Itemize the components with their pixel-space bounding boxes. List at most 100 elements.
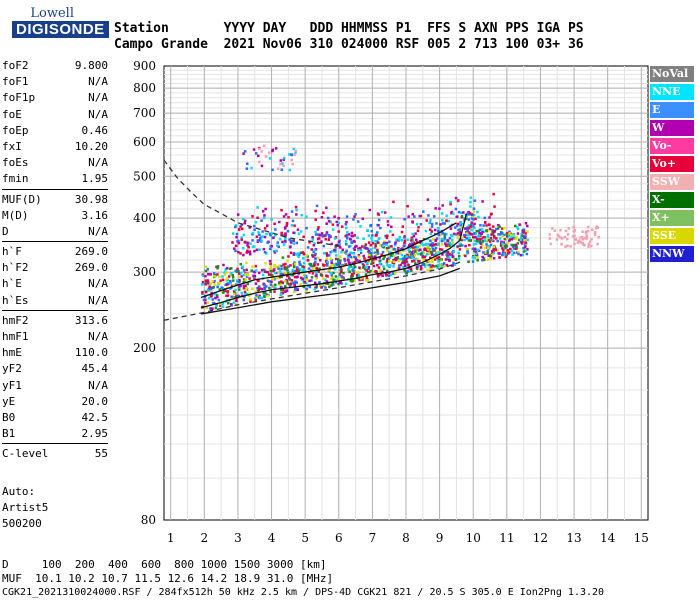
echo-point xyxy=(420,241,424,245)
echo-point xyxy=(414,246,417,249)
echo-point xyxy=(272,268,276,271)
echo-point xyxy=(206,279,210,282)
echo-point xyxy=(422,251,425,254)
echo-point xyxy=(397,246,400,250)
echo-point xyxy=(253,249,256,253)
echo-point xyxy=(486,250,489,253)
echo-point xyxy=(516,227,520,231)
echo-point xyxy=(278,270,282,273)
param-row: h`F2 269.0 xyxy=(2,260,108,276)
echo-point xyxy=(388,240,391,244)
echo-point xyxy=(281,291,284,295)
echo-point xyxy=(361,217,365,220)
echo-point xyxy=(497,233,500,236)
echo-point xyxy=(225,279,228,282)
echo-point xyxy=(298,253,301,256)
echo-point xyxy=(474,232,477,236)
param-name: MUF(D) xyxy=(2,192,42,206)
echo-point xyxy=(258,160,261,164)
echo-point xyxy=(243,219,247,223)
echo-point xyxy=(435,250,439,254)
echo-point xyxy=(209,286,213,289)
echo-point xyxy=(280,288,283,292)
echo-point xyxy=(288,283,291,286)
echo-point xyxy=(398,267,401,270)
echo-point xyxy=(298,260,301,264)
echo-point xyxy=(251,239,254,242)
echo-point xyxy=(327,269,331,272)
echo-point xyxy=(233,247,236,250)
echo-point xyxy=(339,268,343,272)
echo-point xyxy=(363,257,366,260)
echo-point xyxy=(213,275,216,278)
echo-point xyxy=(340,282,343,285)
echo-point xyxy=(270,218,273,221)
echo-point xyxy=(237,241,241,245)
echo-point xyxy=(204,283,207,286)
echo-point xyxy=(456,222,460,226)
param-row: foEs N/A xyxy=(2,155,108,171)
echo-point xyxy=(345,249,348,253)
echo-point xyxy=(213,273,217,277)
echo-point xyxy=(278,264,281,267)
echo-point xyxy=(299,283,302,286)
echo-point xyxy=(353,215,356,218)
param-separator xyxy=(2,241,108,243)
echo-point xyxy=(417,249,421,252)
echo-point xyxy=(241,265,244,269)
echo-point xyxy=(438,258,441,261)
echo-point xyxy=(365,276,369,280)
echo-point xyxy=(431,260,434,264)
echo-point xyxy=(472,243,476,246)
echo-point xyxy=(243,290,247,294)
echo-point xyxy=(436,226,440,230)
echo-point xyxy=(325,280,329,283)
echo-point xyxy=(377,218,381,222)
echo-point xyxy=(348,253,351,256)
echo-point xyxy=(454,196,458,200)
echo-point xyxy=(329,264,333,268)
trace-line xyxy=(163,260,464,321)
echo-point xyxy=(271,168,274,172)
echo-point xyxy=(456,232,460,235)
echo-point xyxy=(338,239,341,243)
echo-point xyxy=(405,257,408,260)
echo-point xyxy=(235,232,239,236)
echo-point xyxy=(492,245,496,248)
echo-point xyxy=(522,246,525,250)
echo-point xyxy=(520,232,523,236)
param-value: 55 xyxy=(94,447,108,461)
echo-point xyxy=(337,221,341,225)
echo-point xyxy=(506,249,510,252)
echo-point xyxy=(260,219,263,222)
echo-point xyxy=(471,217,474,221)
echo-point xyxy=(360,245,364,248)
echo-point xyxy=(470,221,473,224)
echo-point xyxy=(247,245,250,249)
echo-point xyxy=(484,220,487,224)
echo-point xyxy=(320,240,323,243)
echo-point xyxy=(485,224,488,227)
echo-point xyxy=(305,278,309,281)
echo-point xyxy=(368,256,372,259)
echo-point xyxy=(288,238,291,241)
y-tick-label: 900 xyxy=(133,59,156,73)
echo-point xyxy=(409,253,413,256)
echo-point xyxy=(257,285,261,288)
echo-point xyxy=(277,245,281,249)
echo-point xyxy=(270,244,273,248)
echo-point xyxy=(341,263,344,267)
echo-point xyxy=(432,253,436,257)
echo-point xyxy=(216,265,220,268)
echo-point xyxy=(349,265,352,268)
echo-point xyxy=(248,226,252,229)
legend-item: E xyxy=(650,102,694,118)
echo-point xyxy=(315,204,319,208)
echo-point xyxy=(365,247,368,250)
echo-point xyxy=(460,244,464,247)
echo-point xyxy=(268,268,272,271)
echo-point xyxy=(401,257,405,261)
echo-point xyxy=(422,259,426,262)
echo-point xyxy=(263,214,266,217)
echo-point xyxy=(526,230,529,233)
